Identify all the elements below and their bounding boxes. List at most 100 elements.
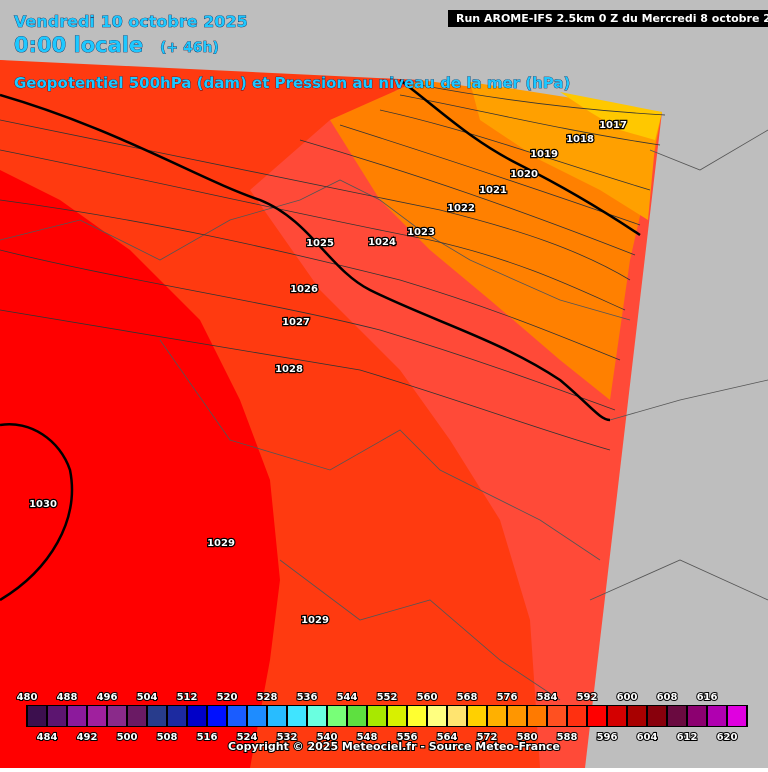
lead: (+ 46h) [160,40,219,56]
isobar-label: 1029 [207,538,235,549]
colorbar-label: 536 [297,692,318,703]
isobar-label: 1022 [447,203,475,214]
colorbar-swatch [408,706,426,726]
colorbar-label: 564 [437,732,458,743]
colorbar-label: 496 [97,692,118,703]
colorbar-label: 612 [677,732,698,743]
isobar-label: 1025 [306,238,334,249]
colorbar-label: 584 [537,692,558,703]
geopotential-contours [0,79,641,602]
contour [0,422,74,602]
colorbar-swatch [468,706,486,726]
colorbar-label: 556 [397,732,418,743]
copyright: Copyright © 2025 Meteociel.fr - Source M… [228,740,560,753]
colorbar-swatch [528,706,546,726]
isobar-label: 1019 [530,149,558,160]
colorbar-swatch [168,706,186,726]
colorbar-swatch [88,706,106,726]
colorbar-label: 532 [277,732,298,743]
colorbar-swatch [288,706,306,726]
contour [0,93,611,422]
isobar-label: 1027 [282,317,310,328]
colorbar-frame [26,705,748,727]
colorbar-swatch [688,706,706,726]
isobar-label: 1021 [479,185,507,196]
colorbar-swatch [448,706,466,726]
colorbar-label: 560 [417,692,438,703]
border [0,179,631,321]
colorbar-swatch [568,706,586,726]
colorbar-label: 568 [457,692,478,703]
colorbar-swatch [128,706,146,726]
colorbar-swatch [628,706,646,726]
colorbar-swatch [228,706,246,726]
band-592 [0,170,280,768]
colorbar-label: 604 [637,732,658,743]
colorbar-swatch [148,706,166,726]
colorbar-swatch [328,706,346,726]
colorbar-label: 492 [77,732,98,743]
colorbar-label: 516 [197,732,218,743]
colorbar-swatch [368,706,386,726]
colorbar-label: 484 [37,732,58,743]
colorbar-swatch [548,706,566,726]
isobar-label: 1023 [407,227,435,238]
colorbar-swatch [108,706,126,726]
isobar [399,94,661,146]
date: Vendredi 10 octobre 2025 [14,12,248,31]
colorbar-label: 616 [697,692,718,703]
colorbar-label: 596 [597,732,618,743]
colorbar-label: 504 [137,692,158,703]
colorbar-label: 480 [17,692,38,703]
colorbar-swatch [668,706,686,726]
title: Geopotentiel 500hPa (dam) et Pression au… [14,74,570,92]
field [0,60,662,768]
colorbar-label: 488 [57,692,78,703]
border [589,129,768,601]
colorbar-swatch [68,706,86,726]
colorbar-label: 548 [357,732,378,743]
colorbar-swatch [48,706,66,726]
time: 0:00 locale [14,33,143,57]
colorbar-label: 576 [497,692,518,703]
colorbar-label: 500 [117,732,138,743]
colorbar-label: 592 [577,692,598,703]
colorbar-label: 544 [337,692,358,703]
colorbar-label: 528 [257,692,278,703]
isobar-label: 1026 [290,284,318,295]
colorbar-swatch [248,706,266,726]
colorbar-swatch [268,706,286,726]
colorbar: 480 484 488 492 496 500 504 508 512 516 520 524 528 5… [16,691,748,744]
colorbar-swatch [308,706,326,726]
band-572 [560,92,662,140]
colorbar-swatch [348,706,366,726]
isobar [0,309,611,451]
isobar [0,199,621,361]
colorbar-swatch [488,706,506,726]
isobar-label: 1029 [301,615,329,626]
colorbar-label: 580 [517,732,538,743]
isobar [0,149,626,311]
colorbar-label: 524 [237,732,258,743]
colorbar-label: 608 [657,692,678,703]
colorbar-swatch [588,706,606,726]
colorbar-swatch [728,706,746,726]
isobar-label: 1020 [510,169,538,180]
isobars [0,84,666,451]
colorbar-swatch [208,706,226,726]
contour [399,79,641,237]
colorbar-swatch [648,706,666,726]
border [279,559,561,701]
isobar-label: 1017 [599,120,627,131]
isobar-label: 1028 [275,364,303,375]
colorbar-label: 588 [557,732,578,743]
colorbar-swatch [608,706,626,726]
border [159,339,601,561]
colorbar-label: 572 [477,732,498,743]
run: Run AROME-IFS 2.5km 0 Z du Mercredi 8 oc… [456,12,768,25]
colorbar-label: 620 [717,732,738,743]
colorbar-swatch [28,706,46,726]
